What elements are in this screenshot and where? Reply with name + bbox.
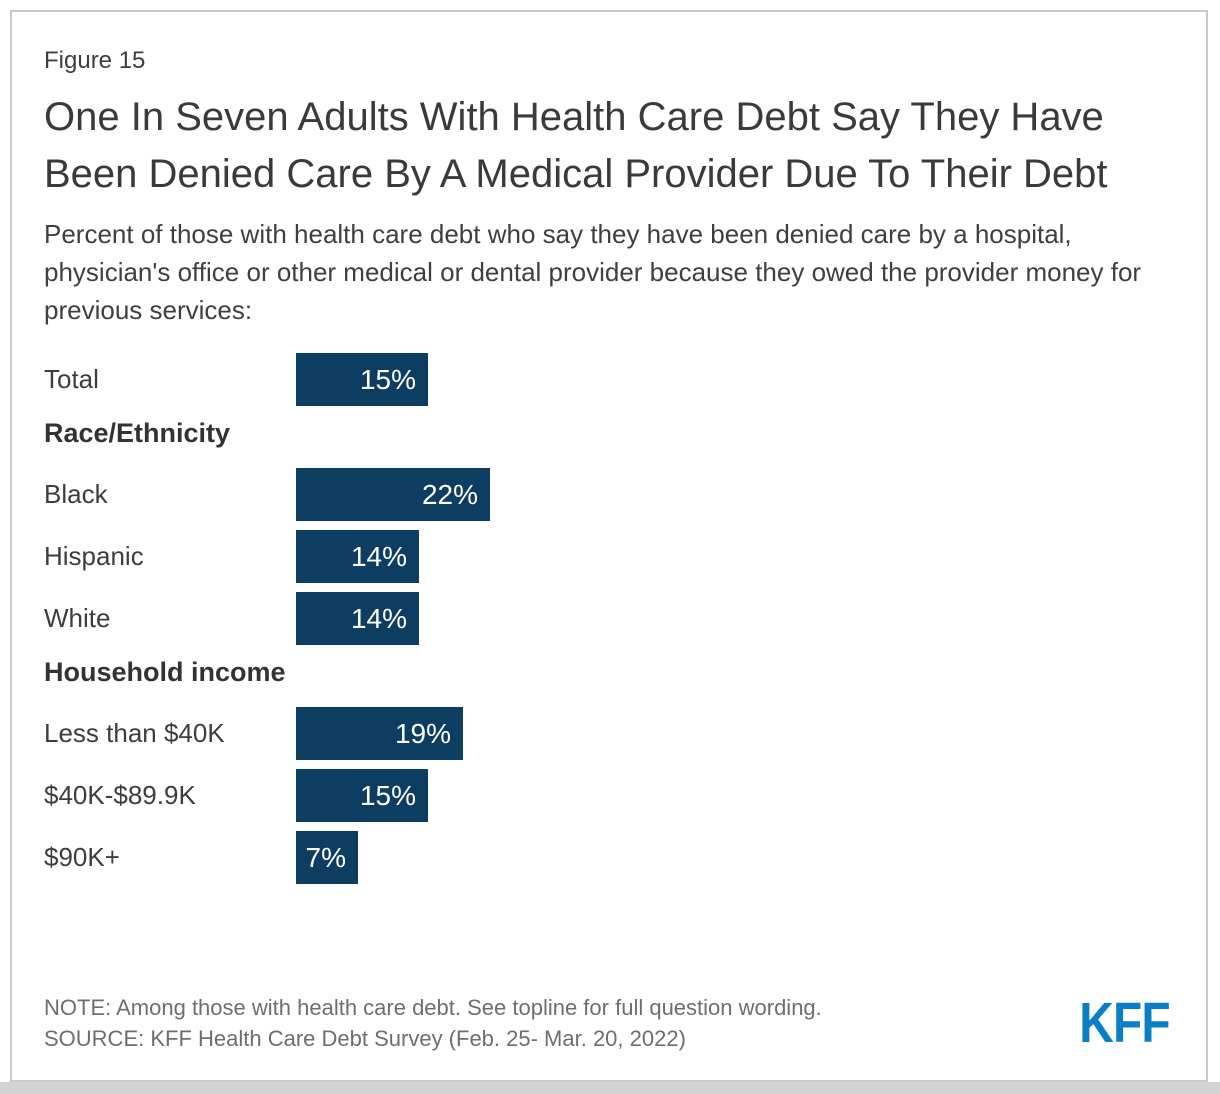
source-text: SOURCE: KFF Health Care Debt Survey (Feb…: [44, 1026, 686, 1051]
row-label: Hispanic: [44, 541, 144, 571]
chart-row: $40K-$89.9K 15%: [44, 769, 1176, 822]
chart-row: Total 15%: [44, 353, 1176, 406]
bar: 14%: [296, 592, 419, 645]
chart-row: Less than $40K 19%: [44, 707, 1176, 760]
row-label: Less than $40K: [44, 718, 225, 748]
chart-row: $90K+ 7%: [44, 831, 1176, 884]
bar-track: 19%: [296, 707, 1176, 760]
figure-subtitle: Percent of those with health care debt w…: [44, 219, 1142, 325]
bar-value-label: 14%: [350, 540, 407, 572]
row-label: $40K-$89.9K: [44, 780, 196, 810]
note-text: NOTE: Among those with health care debt.…: [44, 995, 822, 1020]
bar-value-label: 19%: [394, 717, 451, 749]
bar: 22%: [296, 468, 490, 521]
chart-row: Black 22%: [44, 468, 1176, 521]
footnotes: NOTE: Among those with health care debt.…: [44, 992, 822, 1054]
figure-frame: Figure 15 One In Seven Adults With Healt…: [10, 10, 1208, 1082]
bar-value-label: 22%: [421, 478, 478, 510]
bar-value-label: 15%: [359, 363, 416, 395]
bar-value-label: 7%: [305, 841, 346, 873]
bar-track: 14%: [296, 592, 1176, 645]
bar-value-label: 15%: [359, 779, 416, 811]
bar-track: 22%: [296, 468, 1176, 521]
page-bottom-strip: [0, 1082, 1220, 1094]
bar-chart: Total 15% Race/Ethnicity Black 22% Hispa…: [44, 353, 1176, 893]
chart-row: White 14%: [44, 592, 1176, 645]
bar-track: 15%: [296, 353, 1176, 406]
bar-track: 7%: [296, 831, 1176, 884]
bar: 19%: [296, 707, 463, 760]
figure-number: Figure 15: [44, 47, 146, 74]
figure-title: One In Seven Adults With Health Care Deb…: [44, 95, 1108, 196]
row-label: $90K+: [44, 842, 120, 872]
bar-value-label: 14%: [350, 602, 407, 634]
bar: 15%: [296, 769, 428, 822]
bar: 7%: [296, 831, 358, 884]
chart-group-header: Race/Ethnicity: [44, 418, 231, 448]
figure-footer: NOTE: Among those with health care debt.…: [44, 992, 1176, 1054]
bar-track: 15%: [296, 769, 1176, 822]
chart-group-header: Household income: [44, 657, 286, 687]
row-label: Total: [44, 364, 99, 394]
bar: 14%: [296, 530, 419, 583]
row-label: Black: [44, 479, 108, 509]
bar: 15%: [296, 353, 428, 406]
kff-logo: KFF: [1079, 991, 1170, 1055]
row-label: White: [44, 603, 111, 633]
chart-row: Hispanic 14%: [44, 530, 1176, 583]
bar-track: 14%: [296, 530, 1176, 583]
